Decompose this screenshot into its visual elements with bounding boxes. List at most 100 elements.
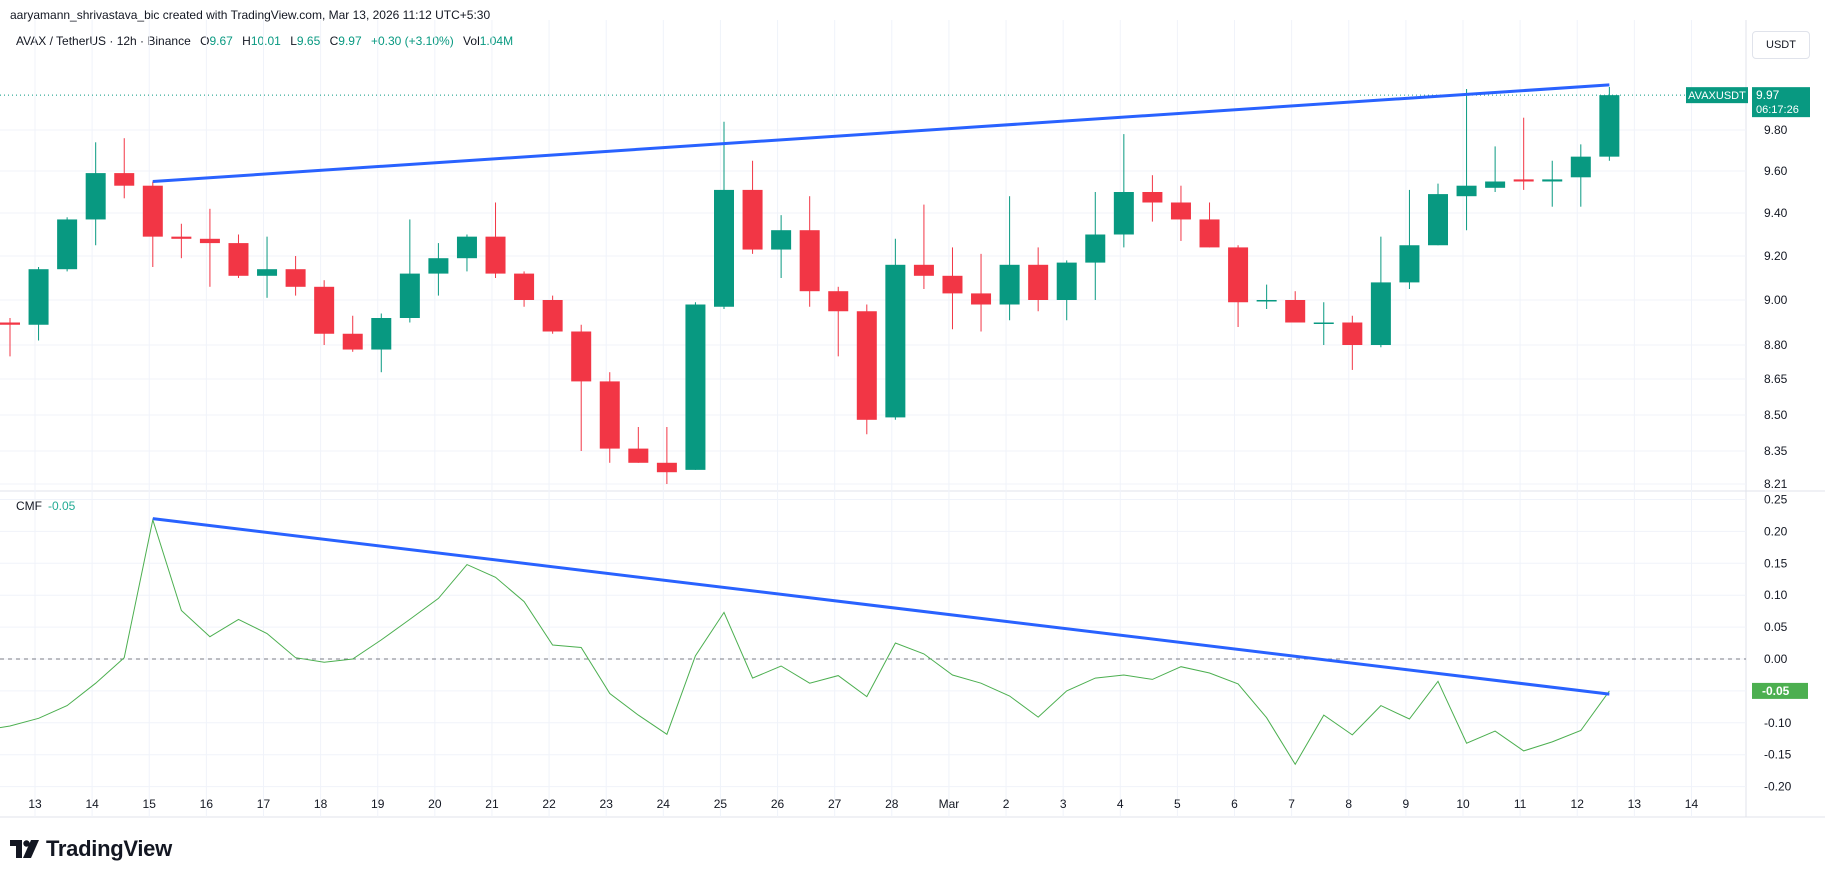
candle-body: [685, 304, 706, 470]
tradingview-logo-icon: [10, 840, 39, 858]
volume-value: 1.04M: [479, 34, 514, 48]
price-tick-label: 8.35: [1764, 444, 1788, 458]
candle-body: [314, 286, 335, 334]
candle-body: [1342, 322, 1363, 345]
candle-body: [1142, 192, 1163, 203]
high-label: H: [242, 34, 251, 48]
x-tick-label: 16: [200, 797, 214, 811]
cmf-tick-label: -0.15: [1764, 748, 1792, 762]
price-tick-label: 8.21: [1764, 477, 1788, 491]
cmf-tick-label: -0.10: [1764, 716, 1792, 730]
x-tick-label: 8: [1345, 797, 1352, 811]
x-tick-label: 7: [1288, 797, 1295, 811]
cmf-tick-label: -0.20: [1764, 780, 1792, 794]
candle-body: [1599, 95, 1620, 157]
x-tick-label: 11: [1514, 797, 1527, 811]
cmf-tick-label: 0.05: [1764, 620, 1788, 634]
x-tick-label: Mar: [939, 797, 960, 811]
cmf-pane: [0, 517, 1746, 766]
candle-body: [1170, 202, 1191, 220]
x-tick-label: 12: [1571, 797, 1585, 811]
candle-body: [1370, 282, 1391, 345]
x-tick-label: 21: [485, 797, 499, 811]
candle-body: [971, 293, 992, 305]
candle-body: [1028, 264, 1049, 300]
price-tick-label: 9.00: [1764, 293, 1788, 307]
candle-body: [1085, 234, 1106, 263]
price-tick-label: 9.80: [1764, 123, 1788, 137]
candle-body: [1456, 185, 1477, 197]
x-tick-label: 13: [1628, 797, 1642, 811]
candle-body: [257, 269, 278, 276]
candle-body: [142, 185, 163, 237]
candle-body: [771, 230, 792, 250]
x-tick-label: 6: [1231, 797, 1238, 811]
axes: 13 14 15 16 17 18 19 20 21 22 23 24 25 26 27 28 Mar 2 3 4 5 6…: [28, 123, 1791, 811]
volume-label: Vol: [463, 34, 480, 48]
low-value: 9.65: [296, 34, 321, 48]
x-tick-label: 9: [1403, 797, 1410, 811]
x-tick-label: 15: [143, 797, 157, 811]
candle-body: [199, 238, 220, 244]
price-trendline: [152, 83, 1610, 183]
candle-body: [714, 189, 734, 307]
cmf-tick-label: 0.20: [1764, 524, 1788, 538]
candle-body: [942, 275, 963, 294]
x-tick-label: 3: [1060, 797, 1067, 811]
chart-credit: aaryamann_shrivastava_bic created with T…: [10, 8, 491, 22]
cmf-tick-label: 0.10: [1764, 588, 1788, 602]
candle-body: [514, 273, 535, 300]
close-value: 9.97: [338, 34, 362, 48]
price-tick-label: 8.50: [1764, 408, 1788, 422]
symbol-title[interactable]: AVAX / TetherUS · 12h · Binance: [16, 34, 191, 48]
x-tick-label: 13: [28, 797, 42, 811]
x-tick-label: 20: [428, 797, 442, 811]
x-tick-label: 14: [1685, 797, 1699, 811]
price-tag: [1752, 87, 1810, 118]
candle-body: [485, 236, 506, 274]
price-tick-label: 9.20: [1764, 249, 1788, 263]
price-tick-label: 9.60: [1764, 164, 1788, 178]
price-tick-label: 9.40: [1764, 206, 1788, 220]
symbol-legend: AVAX / TetherUS · 12h · Binance O9.67 H 1…: [16, 34, 519, 48]
tradingview-logo[interactable]: TradingView: [10, 836, 172, 862]
price-tick-label: 8.65: [1764, 372, 1788, 386]
candle-body: [1542, 179, 1563, 182]
x-tick-label: 22: [542, 797, 556, 811]
candle-body: [399, 273, 420, 318]
candle-body: [628, 448, 649, 463]
candle-body: [171, 236, 192, 239]
candle-body: [828, 291, 849, 312]
open-label: O: [200, 34, 210, 48]
x-tick-label: 2: [1003, 797, 1010, 811]
candle-body: [0, 322, 20, 325]
candle-body: [656, 462, 677, 473]
candle-body: [228, 243, 249, 276]
x-tick-label: 28: [885, 797, 899, 811]
candle-body: [1513, 179, 1534, 182]
cmf-tag-value: -0.05: [1762, 684, 1790, 698]
candle-body: [571, 331, 592, 382]
x-tick-label: 5: [1174, 797, 1181, 811]
open-value: 9.67: [209, 34, 233, 48]
symbol-tag: [1686, 87, 1748, 104]
candle-body: [885, 264, 906, 418]
cmf-tick-label: 0.25: [1764, 493, 1788, 507]
x-tick-label: 25: [714, 797, 728, 811]
currency-button[interactable]: USDT: [1752, 31, 1810, 59]
candle-body: [456, 236, 477, 259]
cmf-value: -0.05: [48, 499, 76, 513]
x-tick-label: 24: [657, 797, 671, 811]
x-tick-label: 23: [600, 797, 614, 811]
chart-canvas[interactable]: 13 14 15 16 17 18 19 20 21 22 23 24 25 26 27 28 Mar 2 3 4 5 6…: [0, 0, 1825, 825]
candle-body: [428, 258, 449, 274]
candle-body: [1285, 300, 1306, 323]
price-pane: [0, 83, 1746, 484]
x-tick-label: 18: [314, 797, 328, 811]
candle-body: [1056, 262, 1077, 300]
candle-body: [1570, 156, 1591, 178]
candle-body: [1228, 247, 1249, 303]
candle-body: [85, 173, 106, 220]
candle-body: [799, 230, 820, 292]
candle-body: [1399, 245, 1420, 283]
